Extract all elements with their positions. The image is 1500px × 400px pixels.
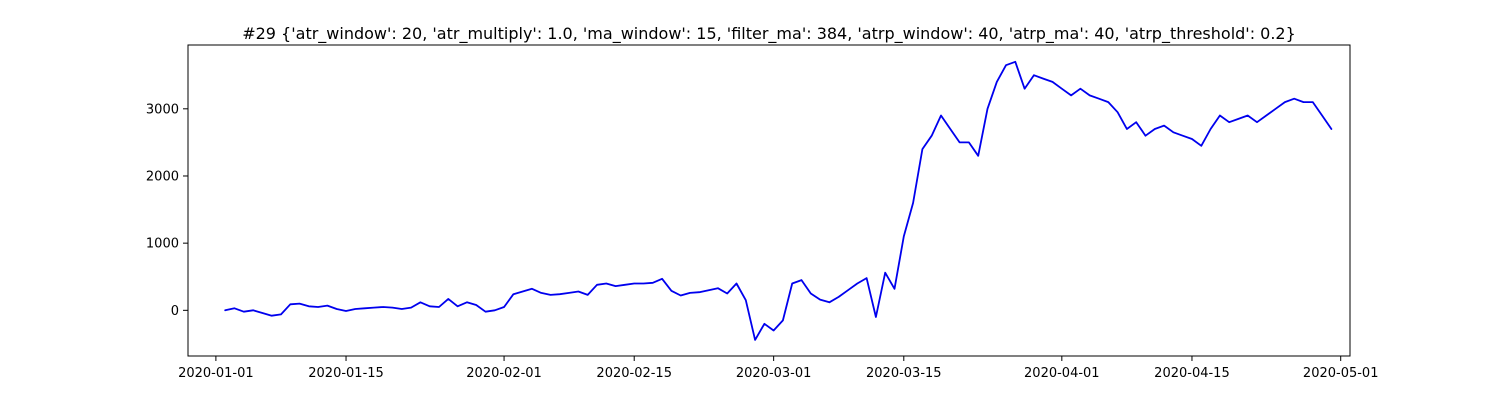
y-tick-label: 1000 bbox=[146, 237, 179, 252]
y-tick-label: 0 bbox=[171, 304, 179, 319]
chart-title: #29 {'atr_window': 20, 'atr_multiply': 1… bbox=[242, 24, 1296, 44]
y-tick-label: 3000 bbox=[146, 102, 179, 117]
y-tick-label: 2000 bbox=[146, 169, 179, 184]
x-tick-label: 2020-01-15 bbox=[308, 366, 384, 381]
x-tick-label: 2020-03-15 bbox=[866, 366, 942, 381]
x-axis-ticks: 2020-01-01 2020-01-15 2020-02-01 2020-02-15… bbox=[178, 356, 1378, 381]
x-tick-label: 2020-05-01 bbox=[1303, 366, 1379, 381]
x-tick-label: 2020-03-01 bbox=[736, 366, 812, 381]
y-axis-ticks: 0 1000 2000 3000 bbox=[146, 102, 188, 319]
series-line-0 bbox=[224, 60, 1333, 341]
x-tick-label: 2020-04-01 bbox=[1024, 366, 1100, 381]
plot-frame bbox=[187, 44, 1351, 357]
x-tick-label: 2020-02-01 bbox=[466, 366, 542, 381]
x-tick-label: 2020-02-15 bbox=[596, 366, 672, 381]
x-tick-label: 2020-01-01 bbox=[178, 366, 254, 381]
series-layer bbox=[224, 60, 1333, 341]
x-tick-label: 2020-04-15 bbox=[1154, 366, 1230, 381]
